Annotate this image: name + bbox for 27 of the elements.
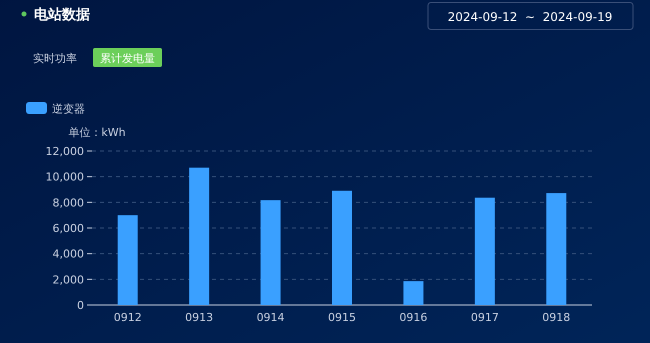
x-tick-label: 0918 <box>542 311 570 324</box>
y-tick-label: 0 <box>77 299 84 312</box>
y-tick-label: 2,000 <box>52 273 84 286</box>
bar <box>403 281 424 305</box>
bar <box>546 193 566 305</box>
x-tick-label: 0916 <box>399 311 428 324</box>
x-tick-label: 0912 <box>114 311 142 324</box>
y-tick-label: 4,000 <box>52 248 84 261</box>
bar <box>474 198 495 305</box>
legend-label: 逆变器 <box>52 102 85 116</box>
bar <box>189 168 210 305</box>
y-tick-label: 8,000 <box>52 196 84 210</box>
text: 实时功率 <box>33 52 77 65</box>
chart-subtitle: 2024-09-12 ~ 2024-09-19 <box>448 10 612 24</box>
x-tick-label: 0917 <box>470 311 499 324</box>
bar <box>260 200 281 305</box>
x-tick-label: 0915 <box>328 311 356 324</box>
y-tick-label: 12,000 <box>46 145 84 158</box>
y-tick-label: 10,000 <box>46 170 84 184</box>
bar <box>118 215 138 305</box>
y-tick-label: 6,000 <box>52 222 84 235</box>
bar <box>332 190 352 305</box>
y-axis-title: 单位：kWh <box>68 126 126 139</box>
chart-title: 电站数据 <box>34 7 90 23</box>
x-tick-label: 0914 <box>256 311 285 324</box>
x-tick-label: 0913 <box>185 311 214 324</box>
text: 累计发电量 <box>100 52 155 65</box>
